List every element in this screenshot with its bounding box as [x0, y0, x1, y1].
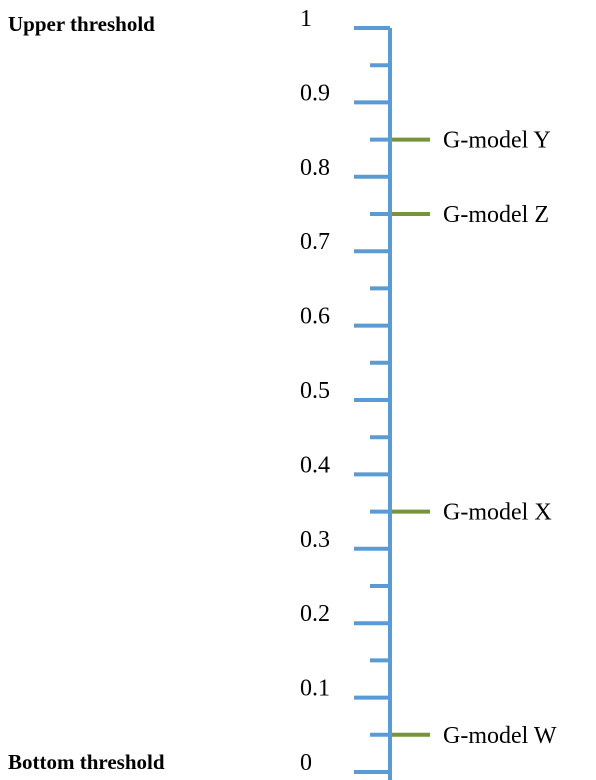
- tick-label: 0.3: [300, 527, 330, 553]
- upper-threshold-label: Upper threshold: [8, 12, 155, 36]
- tick-label: 0.8: [300, 155, 330, 181]
- model-label: G-model W: [443, 723, 557, 749]
- tick-label: 1: [300, 6, 312, 32]
- tick-label: 0.4: [300, 452, 330, 478]
- tick-label: 0.9: [300, 80, 330, 106]
- tick-label: 0: [300, 750, 312, 776]
- bottom-threshold-label: Bottom threshold: [8, 750, 165, 774]
- model-label: G-model Y: [443, 128, 551, 154]
- model-label: G-model Z: [443, 202, 549, 228]
- tick-label: 0.5: [300, 378, 330, 404]
- tick-label: 0.7: [300, 229, 330, 255]
- tick-label: 0.6: [300, 304, 330, 330]
- model-label: G-model X: [443, 500, 552, 526]
- tick-label: 0.1: [300, 676, 330, 702]
- tick-label: 0.2: [300, 601, 330, 627]
